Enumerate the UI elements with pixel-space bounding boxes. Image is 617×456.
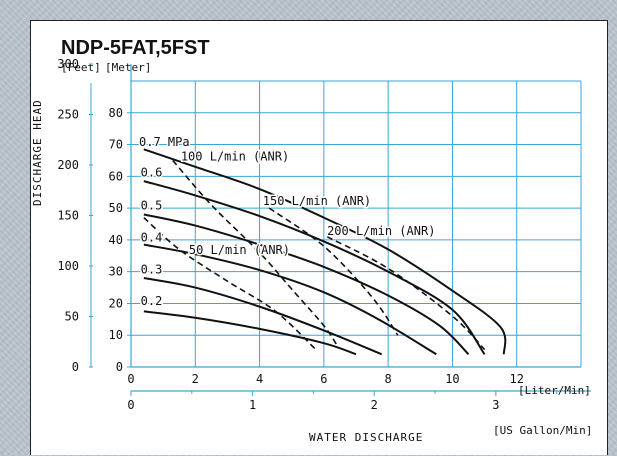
curve-label: 50 L/min (ANR) [189, 243, 290, 257]
curve-label: 0.3 [141, 262, 163, 276]
curve-label: 150 L/min (ANR) [263, 194, 371, 208]
air-consumption-curve [143, 217, 318, 352]
curve-label: 0.2 [141, 294, 163, 308]
air-consumption-curve [326, 236, 486, 351]
y-tick-label-feet: 0 [72, 360, 79, 374]
x-tick-label-liter: 2 [192, 372, 199, 386]
curve-labels: 0.7 MPa 0.6 0.5 0.4 0.3 0.2 100 L/min (ANR) 150… [138, 134, 437, 310]
x-axis-title: WATER DISCHARGE [309, 431, 423, 444]
y-units-label-meter: [Meter] [105, 61, 151, 74]
pressure-curve [143, 180, 486, 355]
curve-label: 100 L/min (ANR) [181, 149, 289, 163]
x-tick-label-gallon: 1 [249, 398, 256, 412]
x-units-liter: [Liter/Min] [518, 384, 591, 397]
y-tick-label-feet: 300 [57, 57, 79, 71]
y-tick-label-feet: 200 [57, 158, 79, 172]
x-tick-label-liter: 4 [256, 372, 263, 386]
y-tick-label-meter: 80 [109, 106, 123, 120]
x-tick-label-gallon: 3 [492, 398, 499, 412]
y-axis-title: DISCHARGE HEAD [31, 99, 44, 206]
curve-label: 200 L/min (ANR) [327, 224, 435, 238]
x-tick-label-liter: 12 [509, 372, 523, 386]
x-tick-label-liter: 8 [385, 372, 392, 386]
pressure-curve [143, 148, 507, 355]
y-tick-label-meter: 30 [109, 265, 123, 279]
chart-title: NDP-5FAT,5FST [61, 37, 210, 59]
air-consumption-curve [172, 159, 338, 346]
curves [143, 148, 507, 356]
y-tick-label-feet: 50 [65, 310, 79, 324]
x-tick-label-liter: 10 [445, 372, 459, 386]
y-tick-label-meter: 60 [109, 169, 123, 183]
chart-svg: NDP-5FAT,5FST [Feet] [Meter] DISCHARGE H… [31, 37, 592, 444]
air-consumption-curve [268, 207, 399, 336]
x-tick-label-liter: 6 [320, 372, 327, 386]
y-tick-label-meter: 70 [109, 138, 123, 152]
x-tick-label-gallon: 2 [371, 398, 378, 412]
chart-panel: NDP-5FAT,5FST [Feet] [Meter] DISCHARGE H… [30, 20, 608, 455]
y-tick-label-meter: 40 [109, 233, 123, 247]
y-tick-label-feet: 100 [57, 259, 79, 273]
y-tick-label-meter: 20 [109, 296, 123, 310]
x-units-gallon: [US Gallon/Min] [493, 424, 592, 437]
y-tick-label-feet: 150 [57, 209, 79, 223]
x-tick-label-gallon: 0 [127, 398, 134, 412]
y-tick-label-meter: 50 [109, 201, 123, 215]
y-tick-label-meter: 10 [109, 328, 123, 342]
curve-label: 0.7 MPa [139, 135, 190, 149]
curve-label: 0.4 [141, 230, 163, 244]
pressure-curve [143, 277, 383, 356]
x-tick-label-liter: 0 [127, 372, 134, 386]
curve-label: 0.6 [141, 165, 163, 179]
curve-label: 0.5 [141, 199, 163, 213]
pressure-curve [143, 213, 470, 355]
pressure-curve [143, 243, 437, 356]
y-tick-label-meter: 0 [116, 360, 123, 374]
pressure-curve [143, 310, 357, 356]
grid [131, 80, 582, 367]
y-tick-label-feet: 250 [57, 108, 79, 122]
